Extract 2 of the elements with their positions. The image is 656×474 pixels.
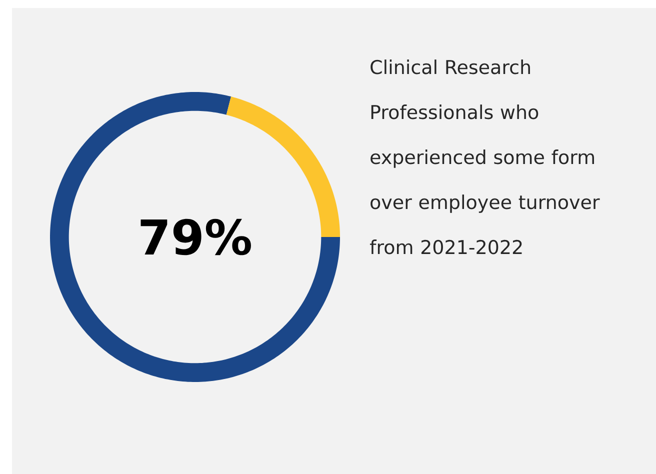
data-label: 79%: [140, 218, 251, 256]
text: Clinical Research Professionals who experienced some form over employee turnover from 2021-2022: [370, 60, 600, 254]
